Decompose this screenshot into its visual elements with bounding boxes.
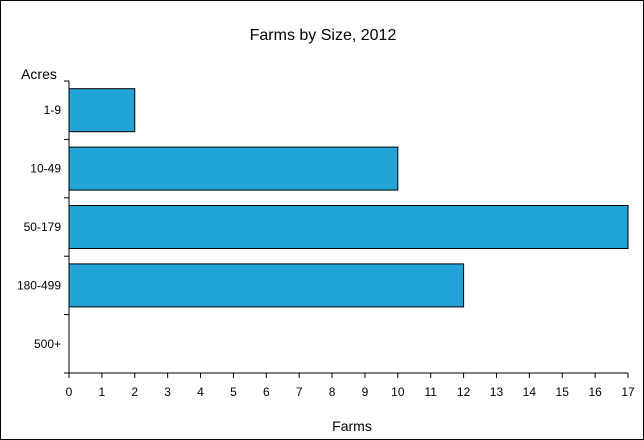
x-tick-label: 7 (296, 385, 303, 399)
x-tick-label: 4 (197, 385, 204, 399)
x-tick-label: 12 (457, 385, 471, 399)
x-tick-label: 3 (164, 385, 171, 399)
x-ticks-layer: 0 1 2 3 4 5 6 7 8 9 10 11 12 13 14 15 16 17 (66, 373, 635, 399)
bar-1-9 (68, 88, 136, 133)
y-ticks-layer: 1-9 10-49 50-179 180-499 500+ (17, 80, 69, 374)
x-tick-label: 15 (556, 385, 570, 399)
x-tick-label: 8 (329, 385, 336, 399)
x-axis-title: Farms (332, 418, 372, 434)
x-tick-label: 1 (99, 385, 106, 399)
bar-10-49 (68, 146, 399, 191)
y-tick-label: 180-499 (17, 278, 61, 292)
x-tick-label: 17 (621, 385, 635, 399)
y-axis-title: Acres (21, 66, 57, 82)
x-tick-label: 2 (131, 385, 138, 399)
x-tick-label: 10 (391, 385, 405, 399)
y-tick-label: 10-49 (30, 162, 61, 176)
axes-layer (68, 81, 628, 374)
bar-50-179 (68, 205, 629, 249)
x-tick-label: 6 (263, 385, 270, 399)
chart-title: Farms by Size, 2012 (250, 27, 397, 44)
y-tick-label: 50-179 (24, 220, 62, 234)
x-tick-label: 13 (490, 385, 504, 399)
y-tick-label: 1-9 (44, 103, 62, 117)
y-tick-label: 500+ (34, 337, 61, 351)
x-tick-label: 0 (66, 385, 73, 399)
x-tick-label: 14 (523, 385, 537, 399)
bars-layer (68, 88, 629, 308)
x-tick-label: 9 (362, 385, 369, 399)
x-tick-label: 11 (424, 385, 437, 399)
bar-180-499 (68, 263, 465, 308)
x-tick-label: 5 (230, 385, 237, 399)
x-tick-label: 16 (588, 385, 602, 399)
